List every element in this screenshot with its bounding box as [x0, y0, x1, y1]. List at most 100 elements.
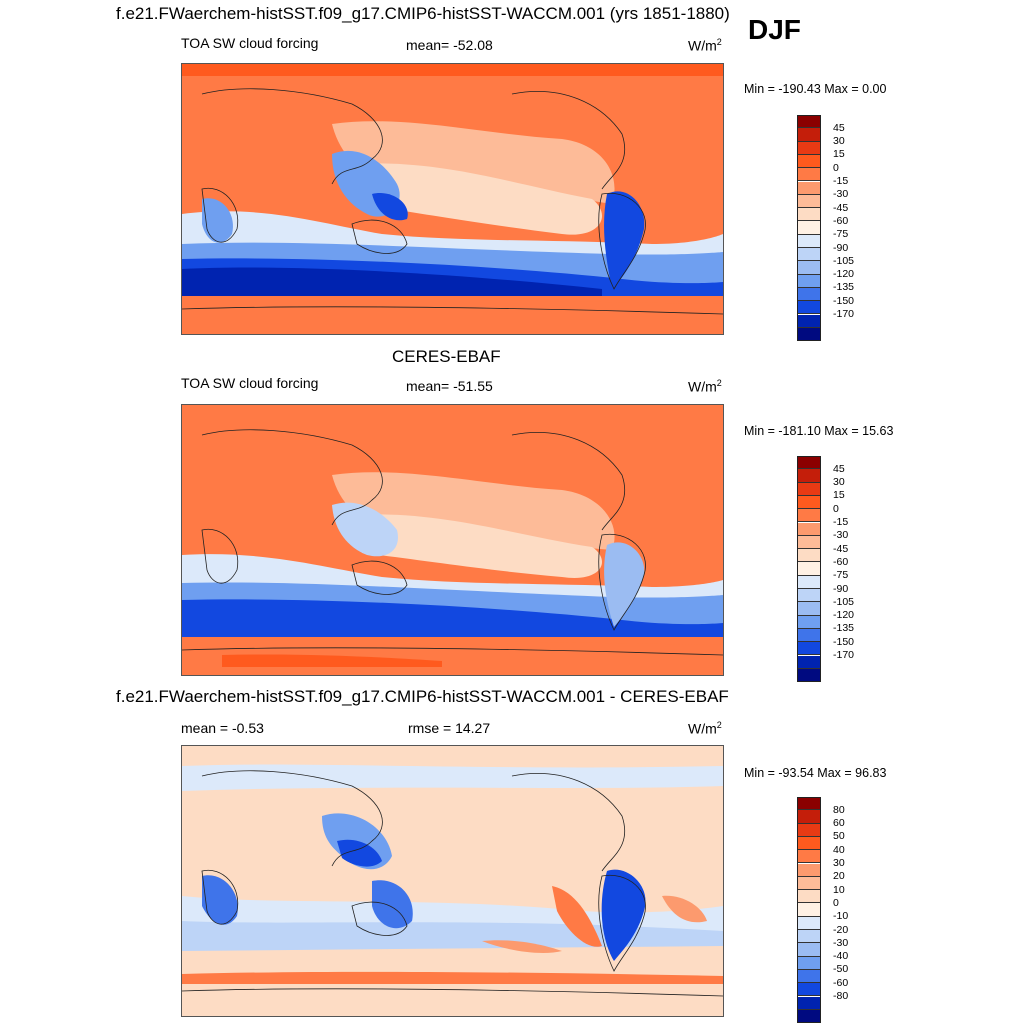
colorbar-swatch: [797, 234, 821, 248]
season-label: DJF: [748, 14, 801, 45]
colorbar-tick-label: -105: [833, 595, 855, 608]
colorbar-tick-label: -90: [833, 582, 849, 595]
panel2-mean: mean= -51.55: [406, 378, 493, 394]
colorbar-swatch: [797, 930, 821, 944]
colorbar-swatch: [797, 876, 821, 891]
colorbar-swatch: [797, 628, 821, 643]
panel2-minmax: Min = -181.10 Max = 15.63: [744, 424, 894, 438]
colorbar-swatch: [797, 495, 821, 510]
colorbar-swatch: [797, 810, 821, 824]
colorbar-swatch: [797, 589, 821, 603]
colorbar-tick-label: -150: [833, 294, 855, 307]
colorbar-tick-label: -60: [833, 555, 849, 568]
colorbar-swatch: [797, 274, 821, 288]
panel3-minmax: Min = -93.54 Max = 96.83: [744, 766, 887, 780]
colorbar-swatch: [797, 208, 821, 222]
colorbar-tick-label: 60: [833, 817, 845, 830]
panel3-units: W/m2: [688, 720, 722, 737]
colorbar-swatch: [797, 642, 821, 656]
colorbar-tick-label: 30: [833, 476, 845, 489]
colorbar-tick-label: 80: [833, 803, 845, 816]
colorbar-tick-label: -10: [833, 910, 849, 923]
colorbar-tick-label: -135: [833, 622, 855, 635]
colorbar-swatch: [797, 562, 821, 576]
panel3-mean: mean = -0.53: [181, 720, 264, 736]
colorbar-tick-label: -60: [833, 976, 849, 989]
colorbar-tick-label: -170: [833, 308, 855, 320]
colorbar-swatch: [797, 956, 821, 970]
colorbar-swatch: [797, 522, 821, 536]
colorbar-tick-label: 20: [833, 870, 845, 883]
colorbar-swatch: [797, 221, 821, 235]
colorbar-swatch: [797, 194, 821, 209]
colorbar-tick-label: -45: [833, 201, 849, 214]
colorbar-swatch: [797, 602, 821, 616]
colorbar-tick-label: -40: [833, 950, 849, 963]
colorbar-swatch: [797, 655, 821, 669]
colorbar-frame: [797, 456, 821, 683]
colorbar-swatch: [797, 181, 821, 195]
colorbar-swatch: [797, 943, 821, 957]
colorbar-tick-label: -75: [833, 228, 849, 241]
colorbar-tick-label: 0: [833, 896, 839, 909]
colorbar-swatch: [797, 535, 821, 550]
colorbar-tick-label: -45: [833, 542, 849, 555]
panel1-mean: mean= -52.08: [406, 37, 493, 53]
colorbar-frame: [797, 115, 821, 342]
panel2-variable: TOA SW cloud forcing: [181, 375, 319, 391]
colorbar-tick-label: -60: [833, 214, 849, 227]
colorbar-tick-label: -135: [833, 281, 855, 294]
colorbar-tick-label: -105: [833, 254, 855, 267]
colorbar-tick-label: -15: [833, 516, 849, 528]
colorbar-tick-label: 15: [833, 148, 845, 161]
colorbar-swatch: [797, 509, 821, 523]
colorbar-swatch: [797, 575, 821, 589]
colorbar-tick-label: -75: [833, 569, 849, 582]
colorbar-swatch: [797, 115, 821, 129]
colorbar-tick-label: 10: [833, 883, 845, 896]
colorbar-swatch: [797, 836, 821, 851]
colorbar-swatch: [797, 128, 821, 142]
colorbar-tick-label: -20: [833, 923, 849, 936]
panel1-minmax: Min = -190.43 Max = 0.00: [744, 82, 887, 96]
panel2-map: [181, 404, 724, 676]
colorbar-tick-label: -170: [833, 649, 855, 661]
colorbar-tick-label: -80: [833, 990, 849, 1002]
colorbar-swatch: [797, 615, 821, 629]
colorbar-tick-label: 45: [833, 121, 845, 134]
colorbar-swatch: [797, 141, 821, 155]
colorbar-swatch: [797, 314, 821, 328]
colorbar-tick-label: 0: [833, 161, 839, 174]
colorbar-swatch: [797, 823, 821, 837]
colorbar-swatch: [797, 168, 821, 182]
colorbar-tick-label: -50: [833, 963, 849, 976]
colorbar-frame: [797, 797, 821, 1024]
panel1-map: [181, 63, 724, 335]
colorbar-tick-label: -120: [833, 268, 855, 281]
colorbar-swatch: [797, 456, 821, 470]
colorbar-swatch: [797, 248, 821, 262]
colorbar-tick-label: -15: [833, 175, 849, 187]
colorbar-swatch: [797, 797, 821, 811]
colorbar-tick-label: 0: [833, 502, 839, 515]
colorbar-tick-label: 30: [833, 857, 845, 869]
colorbar-tick-label: -30: [833, 936, 849, 949]
colorbar-tick-label: 50: [833, 830, 845, 843]
colorbar-swatch: [797, 850, 821, 864]
panel1-variable: TOA SW cloud forcing: [181, 35, 319, 51]
colorbar-swatch: [797, 890, 821, 904]
colorbar-swatch: [797, 549, 821, 563]
colorbar-tick-label: 30: [833, 135, 845, 148]
colorbar-swatch: [797, 916, 821, 930]
panel2-title: CERES-EBAF: [392, 347, 501, 366]
colorbar-tick-label: 15: [833, 489, 845, 502]
colorbar-tick-label: -30: [833, 529, 849, 542]
colorbar-swatch: [797, 287, 821, 302]
colorbar-tick-label: -150: [833, 635, 855, 648]
colorbar-swatch: [797, 154, 821, 169]
colorbar-swatch: [797, 969, 821, 984]
colorbar-swatch: [797, 903, 821, 917]
case-title: f.e21.FWaerchem-histSST.f09_g17.CMIP6-hi…: [116, 4, 730, 23]
panel3-title: f.e21.FWaerchem-histSST.f09_g17.CMIP6-hi…: [116, 687, 729, 706]
colorbar-tick-label: -30: [833, 188, 849, 201]
